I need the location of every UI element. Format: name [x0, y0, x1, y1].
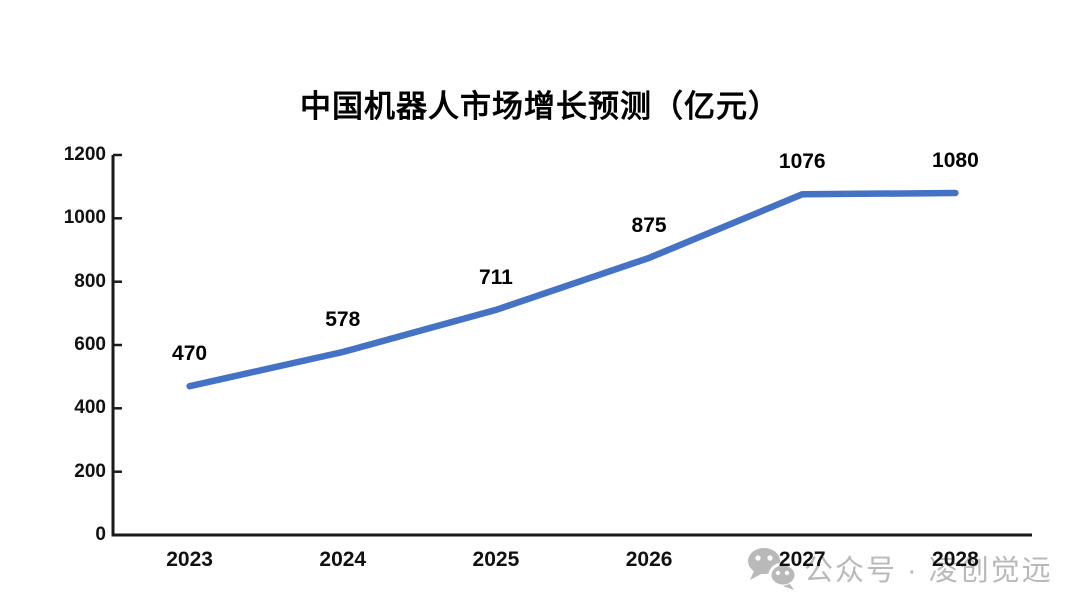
watermark: 公众号 · 凌创觉远: [746, 546, 1053, 590]
wechat-icon: [748, 548, 798, 590]
watermark-text: 公众号 · 凌创觉远: [804, 555, 1053, 587]
axis-lines: [111, 155, 1032, 537]
chart-title: 中国机器人市场增长预测（亿元）: [300, 89, 780, 124]
data-line: [186, 189, 959, 390]
